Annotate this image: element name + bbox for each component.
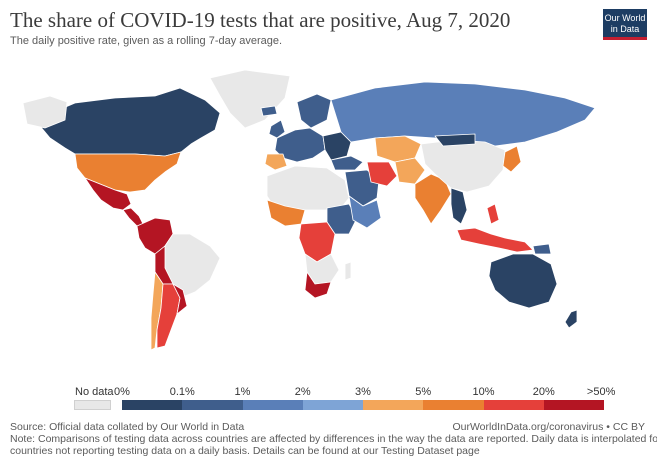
myanmar-thailand[interactable] [450, 187, 468, 225]
legend-swatch[interactable] [242, 400, 303, 410]
russia[interactable] [330, 81, 596, 147]
mexico[interactable] [84, 177, 132, 211]
new-zealand[interactable] [564, 309, 578, 329]
turkey[interactable] [330, 155, 364, 171]
legend-swatch[interactable] [122, 400, 183, 410]
alaska[interactable] [22, 95, 68, 129]
iceland[interactable] [260, 105, 278, 117]
legend-tick-label: 20% [532, 386, 555, 398]
world-map [5, 58, 653, 380]
arabian-peninsula[interactable] [348, 195, 382, 229]
iran[interactable] [366, 161, 398, 187]
mongolia[interactable] [434, 133, 476, 147]
paraguay-uruguay[interactable] [172, 283, 188, 315]
color-legend: No data 0% 0.1% 1% 2% 3% 5% 10% 20% >50% [0, 386, 657, 416]
madagascar[interactable] [344, 261, 352, 281]
philippines[interactable] [486, 203, 500, 225]
central-asia[interactable] [394, 157, 426, 185]
legend-tick-label: 0.1% [169, 386, 195, 398]
iberia[interactable] [264, 153, 288, 171]
owid-logo[interactable]: Our World in Data [603, 9, 647, 40]
scandinavia[interactable] [296, 93, 332, 129]
source-text: Source: Official data collated by Our Wo… [10, 421, 245, 433]
legend-tick-label: 0% [114, 386, 130, 398]
canada[interactable] [34, 87, 221, 157]
legend-swatch[interactable] [423, 400, 484, 410]
legend-swatch[interactable] [363, 400, 424, 410]
legend-tick-label: 10% [472, 386, 495, 398]
no-data-label: No data [75, 386, 114, 398]
logo-line-1: Our World [604, 13, 646, 23]
australia[interactable] [488, 253, 558, 309]
logo-line-2: in Data [610, 24, 640, 34]
legend-tick-label: 1% [234, 386, 251, 398]
central-america[interactable] [122, 207, 144, 227]
south-africa[interactable] [304, 271, 332, 299]
legend-tick-label: 3% [355, 386, 371, 398]
legend-swatch[interactable] [182, 400, 243, 410]
uk-ireland[interactable] [268, 119, 286, 139]
chart-subtitle: The daily positive rate, given as a roll… [10, 35, 283, 47]
indonesia[interactable] [456, 227, 534, 253]
legend-swatch[interactable] [543, 400, 604, 410]
world-map-svg [22, 69, 596, 351]
no-data-swatch [74, 400, 111, 410]
japan-korea[interactable] [502, 145, 522, 173]
note-line-2: countries not reporting testing data on … [10, 445, 480, 457]
legend-tick-label: >50% [586, 386, 616, 398]
note-line-1: Note: Comparisons of testing data across… [10, 433, 657, 445]
papua-new-guinea[interactable] [532, 243, 552, 255]
greenland[interactable] [209, 69, 291, 129]
legend-tick-label: 2% [294, 386, 311, 398]
chart-title: The share of COVID-19 tests that are pos… [10, 8, 511, 32]
legend-swatch[interactable] [483, 400, 544, 410]
india[interactable] [414, 173, 452, 225]
logo-accent-bar [603, 37, 647, 40]
legend-tick-label: 5% [415, 386, 432, 398]
legend-swatch[interactable] [302, 400, 363, 410]
source-url[interactable]: OurWorldInData.org/coronavirus • CC BY [452, 421, 645, 433]
